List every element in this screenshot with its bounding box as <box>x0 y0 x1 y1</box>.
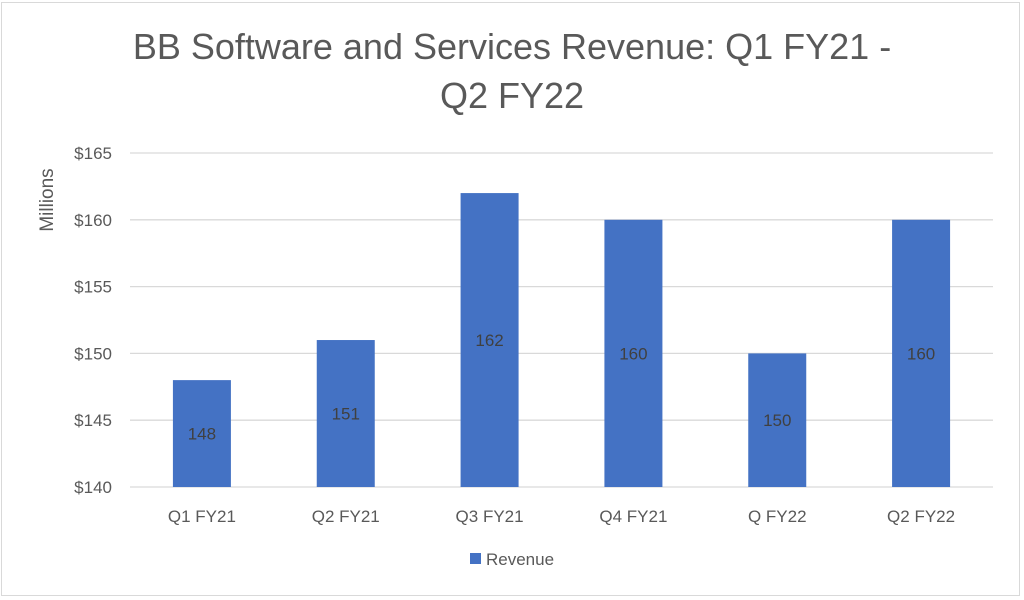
bar <box>316 340 375 487</box>
data-labels: 148 151 162 160 150 160 <box>188 331 936 444</box>
bar <box>172 380 231 487</box>
bar <box>460 193 519 487</box>
legend: Revenue <box>470 550 554 569</box>
data-label: 148 <box>188 425 216 444</box>
x-tick-label: Q4 FY21 <box>599 507 667 526</box>
y-axis-ticks: $140 $145 $150 $155 $160 $165 <box>74 144 112 497</box>
gridlines <box>130 152 993 488</box>
y-tick-label: $165 <box>74 144 112 163</box>
data-label: 160 <box>907 344 935 363</box>
y-tick-label: $145 <box>74 411 112 430</box>
x-tick-label: Q3 FY21 <box>456 507 524 526</box>
bars <box>172 193 951 488</box>
y-tick-label: $140 <box>74 478 112 497</box>
data-label: 160 <box>619 344 647 363</box>
chart-title-line-2: Q2 FY22 <box>439 75 585 116</box>
bar <box>892 219 951 488</box>
chart-title: BB Software and Services Revenue: Q1 FY2… <box>0 22 1024 120</box>
y-axis-label: Millions <box>37 168 58 231</box>
chart-title-line-1: BB Software and Services Revenue: Q1 FY2… <box>132 26 892 67</box>
y-tick-label: $155 <box>74 278 112 297</box>
data-label: 151 <box>332 405 360 424</box>
x-tick-label: Q2 FY21 <box>312 507 380 526</box>
x-tick-label: Q1 FY21 <box>168 507 236 526</box>
bar <box>748 353 807 487</box>
bar <box>604 219 663 488</box>
x-tick-label: Q FY22 <box>748 507 807 526</box>
x-tick-label: Q2 FY22 <box>887 507 955 526</box>
y-tick-label: $160 <box>74 211 112 230</box>
legend-label-revenue: Revenue <box>486 550 554 569</box>
x-axis-ticks: Q1 FY21 Q2 FY21 Q3 FY21 Q4 FY21 Q FY22 Q2 FY2… <box>168 507 955 526</box>
legend-swatch-revenue <box>470 553 481 564</box>
data-label: 162 <box>475 331 503 350</box>
data-label: 150 <box>763 411 791 430</box>
y-tick-label: $150 <box>74 344 112 363</box>
